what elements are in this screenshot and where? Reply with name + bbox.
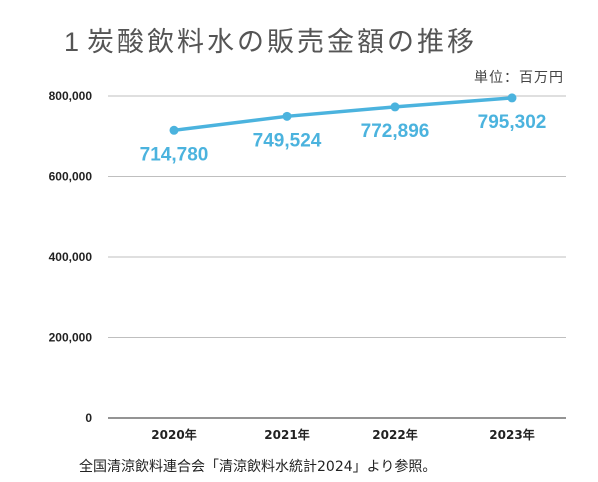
chart-title-text: 炭酸飲料水の販売金額の推移 [87, 27, 478, 58]
data-label: 772,896 [361, 121, 430, 142]
data-label-layer: 714,780 749,524 772,896 795,302 [140, 112, 547, 165]
y-tick-label: 0 [85, 411, 92, 425]
source-note: 全国清涼飲料連合会「清涼飲料水統計2024」より参照。 [79, 459, 437, 475]
data-label: 714,780 [140, 144, 209, 165]
unit-label: 単位：百万円 [474, 70, 564, 86]
chart-title-number: 1 [64, 27, 80, 57]
x-tick-label: 2020年 [151, 427, 196, 442]
data-point [282, 111, 292, 121]
data-label: 795,302 [478, 112, 547, 133]
data-point [169, 125, 179, 135]
series-layer [169, 93, 517, 135]
chart-title: 1 炭酸飲料水の販売金額の推移 [64, 20, 477, 59]
x-tick-label: 2022年 [372, 427, 417, 442]
series-line [172, 96, 514, 133]
y-tick-label: 200,000 [49, 331, 93, 345]
data-point [390, 102, 400, 112]
grid-layer [108, 95, 566, 419]
y-tick-label: 400,000 [49, 250, 93, 264]
y-axis-ticks: 0 200,000 400,000 600,000 800,000 [49, 89, 93, 425]
x-tick-label: 2021年 [264, 427, 309, 442]
x-axis-ticks: 2020年 2021年 2022年 2023年 [151, 427, 534, 442]
data-label: 749,524 [253, 130, 322, 151]
data-point [507, 93, 517, 103]
y-tick-label: 800,000 [49, 89, 93, 103]
x-tick-label: 2023年 [489, 427, 534, 442]
y-tick-label: 600,000 [49, 170, 93, 184]
